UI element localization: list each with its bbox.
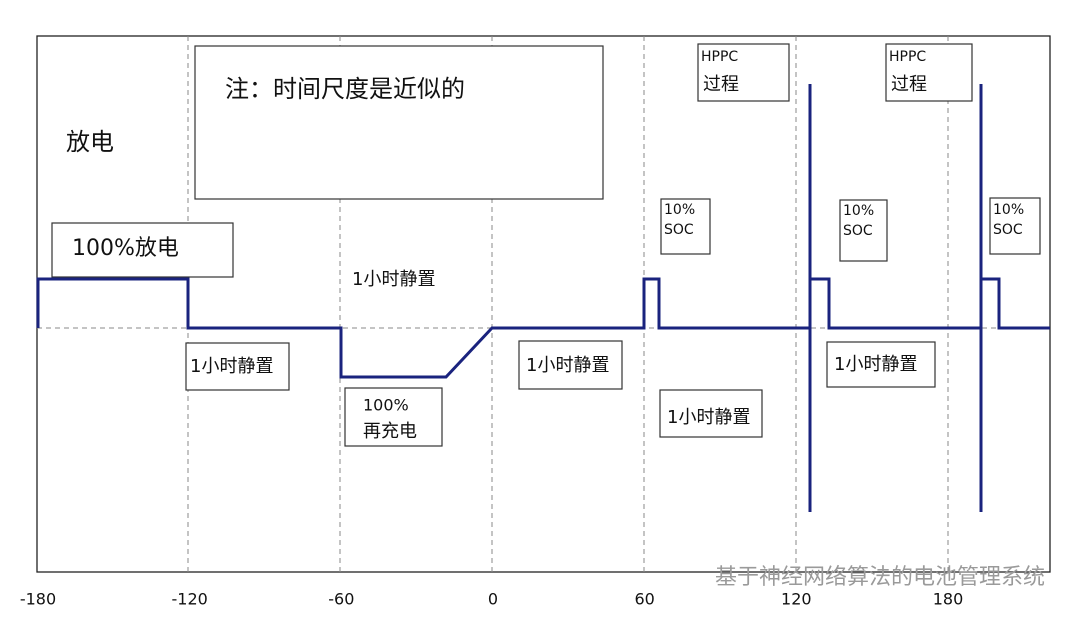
x-tick-label: -60 xyxy=(328,590,354,609)
x-tick-label: -180 xyxy=(20,590,56,609)
x-tick-label: 180 xyxy=(933,590,964,609)
label-box xyxy=(659,389,763,438)
note: 注：时间尺度是近似的 xyxy=(225,75,465,103)
label-box xyxy=(185,342,290,391)
label: 1小时静置 xyxy=(352,269,435,290)
label-box xyxy=(839,199,888,262)
label-box xyxy=(989,197,1041,255)
profile-line xyxy=(36,84,1050,512)
label-box xyxy=(697,43,790,102)
label-box xyxy=(344,387,443,447)
label-box xyxy=(885,43,973,102)
x-tick-label: 60 xyxy=(634,590,654,609)
label: 10% xyxy=(664,202,695,218)
label: 1小时静置 xyxy=(834,354,917,375)
label: 10% xyxy=(843,203,874,219)
label: 1小时静置 xyxy=(667,407,750,428)
x-tick-label: 120 xyxy=(781,590,812,609)
label-box xyxy=(660,198,711,255)
label: 1小时静置 xyxy=(526,355,609,376)
label: 100%放电 xyxy=(72,236,179,261)
label: 过程 xyxy=(703,74,739,95)
watermark: 基于神经网络算法的电池管理系统 xyxy=(715,565,1045,590)
x-axis: -180 -120 -60 0 60 120 180 xyxy=(20,590,963,609)
label: 过程 xyxy=(891,74,927,95)
label-box xyxy=(51,222,234,278)
label-box xyxy=(826,341,936,388)
discharge-title: 放电 xyxy=(66,128,114,156)
label: SOC xyxy=(664,222,694,238)
label: HPPC xyxy=(889,49,926,65)
label: 100% xyxy=(363,396,409,415)
label-box xyxy=(518,340,623,390)
x-tick-label: -120 xyxy=(172,590,208,609)
label: SOC xyxy=(993,222,1023,238)
label: 1小时静置 xyxy=(190,356,273,377)
x-tick-label: 0 xyxy=(488,590,498,609)
label: HPPC xyxy=(701,49,738,65)
label: SOC xyxy=(843,223,873,239)
label: 10% xyxy=(993,202,1024,218)
label: 再充电 xyxy=(363,421,417,442)
note-box xyxy=(194,45,604,200)
